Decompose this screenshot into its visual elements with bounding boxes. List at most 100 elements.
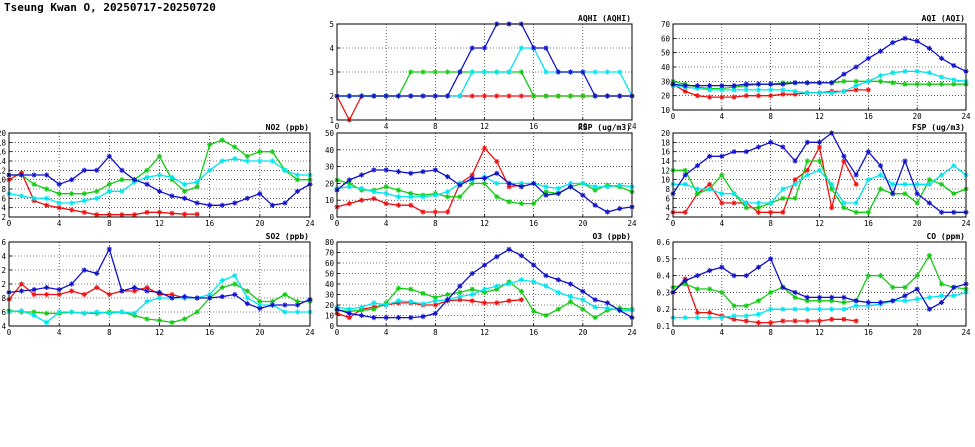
so2-series-4-point	[144, 288, 150, 294]
aqhi-series-3-point	[518, 45, 524, 51]
co-series-4-point	[707, 268, 713, 274]
co-series-2-point	[804, 298, 810, 304]
fsp-series-2-point	[829, 186, 835, 192]
co-series-4-point	[877, 299, 884, 306]
no2-series-2-point	[156, 153, 163, 159]
o3-series-4-point	[543, 273, 549, 279]
so2-series-3-point	[18, 308, 25, 314]
o3-series-3-point	[494, 283, 500, 289]
no2-series-2-point	[94, 188, 100, 194]
fsp-series-3-point	[731, 191, 737, 197]
o3-series-1-point	[518, 297, 524, 303]
so2-series-1-point	[81, 291, 87, 298]
o3-series-3-point	[580, 297, 586, 303]
aqhi-series-4-point	[592, 93, 598, 99]
fsp-series-3-point	[853, 200, 859, 206]
so2-series-4-point	[69, 281, 75, 287]
aqhi-xtick-label: 12	[480, 122, 489, 131]
o3-xtick-label: 0	[335, 328, 340, 337]
so2-series-3-point	[156, 295, 163, 301]
co-ytick-label: 0.2	[656, 305, 670, 314]
aqhi-series-3-point	[543, 69, 549, 75]
aqhi-series-4-point	[457, 69, 463, 75]
rsp-xtick-label: 20	[578, 219, 588, 228]
no2-series-3-point	[81, 198, 87, 204]
co-series-1-point	[792, 318, 798, 324]
fsp-series-4-point	[841, 153, 847, 159]
rsp-series-4-point	[481, 175, 488, 181]
aqi-series-1-point	[792, 91, 798, 97]
o3-series-2-point	[592, 315, 598, 321]
no2-series-2-point	[44, 186, 50, 192]
o3-ytick-label: 30	[325, 291, 335, 300]
aqhi-ytick-label: 3	[329, 68, 334, 77]
o3-series-1-point	[506, 298, 512, 304]
co-ytick-label: 0.6	[656, 238, 670, 247]
o3-series-3-point	[469, 291, 475, 298]
no2-series-3-point	[156, 172, 163, 178]
aqhi-series-2-point	[420, 69, 426, 75]
no2-ytick-label: 18	[0, 138, 6, 147]
o3-xtick-label: 16	[529, 328, 539, 337]
fsp-ytick-label: 6	[665, 194, 670, 203]
fsp-series-4-point	[939, 209, 945, 215]
aqi-series-1-point	[865, 87, 871, 93]
rsp-series-2-point	[408, 190, 414, 197]
o3-ytick-label: 20	[325, 301, 335, 310]
so2-series-1-point	[131, 288, 137, 294]
co-series-3-point	[707, 315, 713, 321]
aqhi-series-2-point	[408, 69, 414, 75]
so2-series-2-point	[294, 298, 301, 305]
o3-series-3-point	[420, 301, 426, 307]
so2-series-4-point	[294, 302, 301, 308]
fsp-series-4-point	[768, 139, 774, 145]
co-series-2-point	[914, 273, 920, 279]
co-series-4-point	[755, 264, 762, 270]
no2-ytick-label: 6	[1, 194, 6, 203]
aqhi-xtick-label: 4	[384, 122, 389, 131]
co-series-3-point	[829, 306, 835, 312]
no2-series-2-point	[219, 137, 225, 143]
rsp-series-2-point	[383, 184, 389, 190]
so2-series-4-point	[94, 270, 100, 277]
aqi-ytick-label: 20	[661, 92, 671, 101]
no2-xtick-label: 24	[305, 219, 315, 228]
rsp-ytick-label: 50	[325, 129, 335, 138]
co-series-3-point	[768, 306, 774, 312]
o3-series-3-point	[592, 304, 598, 310]
rsp-ytick-label: 0	[329, 213, 334, 222]
o3-series-3-point	[506, 281, 512, 287]
aqi-series-4-point	[743, 81, 749, 87]
rsp-series-3-point	[359, 185, 365, 191]
fsp-series-4-point	[792, 158, 798, 164]
o3-series-4-point	[604, 300, 610, 306]
no2-series-3-point	[269, 158, 275, 164]
rsp-ytick-label: 40	[325, 146, 335, 155]
o3-series-1-point	[346, 315, 352, 321]
fsp-xtick-label: 4	[720, 219, 725, 228]
aqhi-series-4-point	[432, 93, 438, 99]
so2-series-3-point	[69, 309, 75, 315]
aqi-series-3-point	[707, 87, 713, 93]
co-series-4-point	[841, 294, 847, 300]
co-series-3-point	[951, 293, 957, 299]
fsp-series-4-point	[682, 172, 688, 178]
aqi-series-3-point	[902, 68, 908, 74]
no2-series-4-point	[219, 202, 225, 208]
o3-series-2-point	[371, 306, 377, 312]
fsp-series-1-point	[816, 144, 823, 150]
co-ytick-label: 0.5	[656, 255, 670, 264]
o3-series-4-point	[531, 262, 537, 268]
fsp-series-4-point	[743, 149, 749, 155]
no2-series-1-point	[94, 212, 100, 218]
aqhi-ytick-label: 1	[329, 116, 334, 125]
fsp-series-4-point	[951, 209, 957, 215]
aqi-series-4-point	[707, 83, 713, 89]
co-series-4-point	[780, 284, 786, 290]
co-xtick-label: 12	[815, 328, 824, 337]
aqi-series-1-point	[743, 93, 749, 99]
fsp-ytick-label: 10	[661, 176, 671, 185]
aqhi-xtick-label: 16	[529, 122, 539, 131]
